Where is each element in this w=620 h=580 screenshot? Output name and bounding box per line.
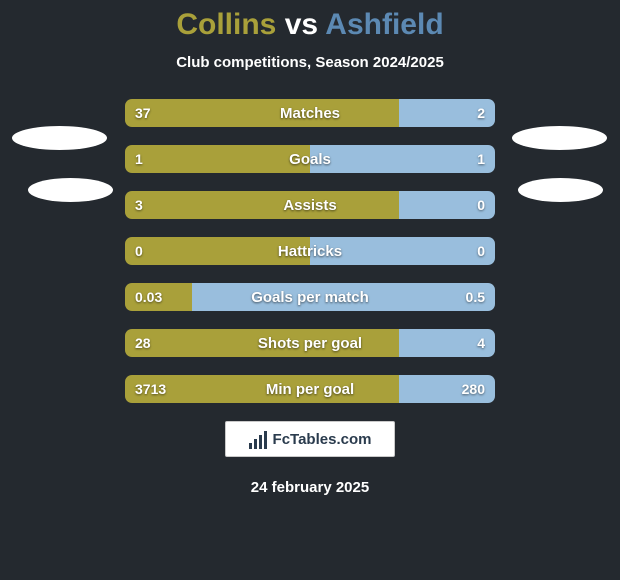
stat-row: Goals per match0.030.5 (125, 283, 495, 311)
stat-bar-left (125, 237, 310, 265)
stat-bar-right (399, 191, 495, 219)
stat-bar-track (125, 191, 495, 219)
decorative-oval (512, 126, 607, 150)
stat-bar-left (125, 375, 399, 403)
stat-row: Min per goal3713280 (125, 375, 495, 403)
branding-box: FcTables.com (225, 421, 395, 457)
stat-bar-right (399, 375, 495, 403)
stat-bar-right (399, 99, 495, 127)
stat-bar-right (310, 145, 495, 173)
stat-row: Shots per goal284 (125, 329, 495, 357)
stat-bar-right (192, 283, 495, 311)
subtitle: Club competitions, Season 2024/2025 (0, 54, 620, 71)
stat-bar-track (125, 283, 495, 311)
decorative-oval (28, 178, 113, 202)
stat-bar-track (125, 375, 495, 403)
decorative-oval (518, 178, 603, 202)
stat-bar-track (125, 99, 495, 127)
stat-bar-left (125, 145, 310, 173)
stat-bar-right (399, 329, 495, 357)
stat-bar-track (125, 237, 495, 265)
stat-bar-left (125, 99, 399, 127)
stat-bar-right (310, 237, 495, 265)
stat-bar-left (125, 191, 399, 219)
title-vs: vs (285, 8, 318, 41)
date-text: 24 february 2025 (0, 479, 620, 496)
title: Collins vs Ashfield (0, 8, 620, 42)
comparison-card: Collins vs Ashfield Club competitions, S… (0, 0, 620, 580)
stat-bar-left (125, 283, 192, 311)
stat-bar-track (125, 329, 495, 357)
stat-row: Matches372 (125, 99, 495, 127)
branding-text: FcTables.com (273, 431, 372, 448)
chart-icon (249, 429, 269, 449)
title-right-player: Ashfield (325, 8, 443, 41)
stat-row: Hattricks00 (125, 237, 495, 265)
title-left-player: Collins (176, 8, 276, 41)
decorative-oval (12, 126, 107, 150)
stat-row: Goals11 (125, 145, 495, 173)
stat-bar-left (125, 329, 399, 357)
stat-bar-track (125, 145, 495, 173)
stat-row: Assists30 (125, 191, 495, 219)
